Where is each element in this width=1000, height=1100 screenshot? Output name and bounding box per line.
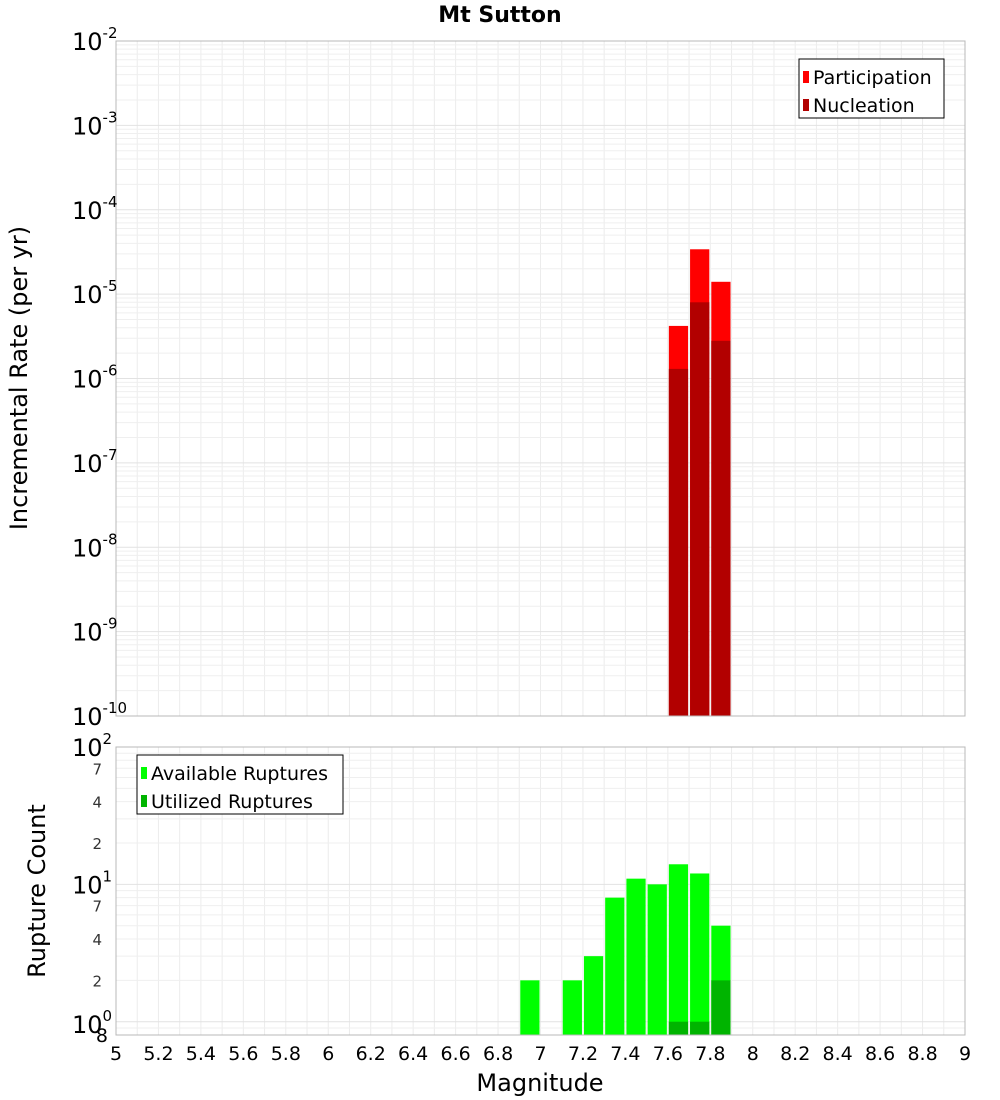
- x-tick-label: 7.2: [568, 1043, 598, 1065]
- x-tick-label: 6: [322, 1043, 334, 1065]
- top-y-axis-label: Incremental Rate (per yr): [5, 226, 33, 530]
- bottom-y-minor-tick-label: 2: [92, 972, 102, 990]
- top-legend-label: Participation: [813, 67, 932, 89]
- x-tick-label: 8.2: [780, 1043, 810, 1065]
- x-tick-label: 7: [534, 1043, 546, 1065]
- top-y-tick-label: 10-9: [72, 615, 118, 647]
- chart-title: Mt Sutton: [438, 3, 561, 28]
- x-tick-label: 7.4: [610, 1043, 640, 1065]
- top-y-tick-label: 10-5: [72, 277, 118, 309]
- top-bar-nucleation: [668, 368, 689, 716]
- top-y-tick-label: 10-6: [72, 362, 118, 394]
- bottom-bar-available-ruptures: [690, 873, 710, 1035]
- bottom-bar-available-ruptures: [562, 980, 582, 1035]
- bottom-legend-swatch: [141, 767, 147, 779]
- x-tick-label: 8.4: [823, 1043, 853, 1065]
- bottom-bar-utilized-ruptures: [668, 1021, 689, 1035]
- top-y-tick-label: 10-8: [72, 530, 118, 562]
- top-y-tick-label: 10-7: [72, 446, 118, 478]
- x-tick-label: 8.6: [865, 1043, 895, 1065]
- bottom-bar-available-ruptures: [647, 884, 667, 1035]
- bottom-legend-label: Available Ruptures: [151, 763, 328, 785]
- x-tick-label: 5.8: [271, 1043, 301, 1065]
- bottom-bar-utilized-ruptures: [690, 1021, 710, 1035]
- bottom-y-tick-label: 101: [72, 867, 112, 899]
- x-tick-label: 6.4: [398, 1043, 428, 1065]
- bottom-bar-available-ruptures: [583, 956, 604, 1035]
- top-legend-label: Nucleation: [813, 95, 915, 117]
- x-tick-label: 5.2: [143, 1043, 173, 1065]
- bottom-legend-swatch: [141, 795, 147, 807]
- x-tick-label: 6.2: [356, 1043, 386, 1065]
- top-y-tick-label: 10-3: [72, 108, 118, 140]
- bottom-bar-available-ruptures: [520, 980, 540, 1035]
- x-tick-label: 8.8: [907, 1043, 937, 1065]
- bottom-y-minor-tick-label: 7: [92, 898, 102, 916]
- bottom-y-axis-label: Rupture Count: [23, 804, 51, 978]
- x-tick-label: 7.6: [653, 1043, 683, 1065]
- x-tick-label: 6.8: [483, 1043, 513, 1065]
- top-y-tick-label: 10-10: [72, 699, 127, 731]
- top-panel: 10-2 10-3 10-4 10-5 10-6 10-7 10-8 10-9 10-10 Par…: [72, 24, 966, 731]
- x-tick-label: 5.4: [186, 1043, 216, 1065]
- top-y-tick-label: 10-4: [72, 193, 118, 225]
- bottom-y-tick-label: 100: [72, 1007, 112, 1039]
- bottom-y-minor-tick-label: 4: [92, 931, 102, 949]
- top-plot-frame: [115, 40, 966, 717]
- bottom-y-minor-tick-label: 7: [92, 760, 102, 778]
- bottom-legend-label: Utilized Ruptures: [151, 791, 313, 813]
- x-axis-label: Magnitude: [476, 1069, 603, 1097]
- top-y-tick-label: 10-2: [72, 24, 118, 56]
- x-tick-label: 7.8: [695, 1043, 725, 1065]
- top-bar-nucleation: [711, 340, 731, 716]
- top-legend-swatch: [803, 71, 809, 83]
- bottom-plot-frame: [115, 746, 966, 1036]
- bottom-y-tick-label: 102: [72, 730, 112, 762]
- bottom-legend-box: [136, 754, 344, 815]
- bottom-y-minor-tick-label: 2: [92, 835, 102, 853]
- bottom-bar-available-ruptures: [626, 878, 646, 1035]
- top-bar-nucleation: [690, 302, 710, 716]
- bottom-bar-available-ruptures: [668, 864, 689, 1035]
- bottom-bar-utilized-ruptures: [711, 980, 731, 1035]
- x-tick-label: 9: [959, 1043, 971, 1065]
- bottom-bar-available-ruptures: [605, 897, 625, 1035]
- x-tick-label: 6.6: [440, 1043, 470, 1065]
- x-tick-label: 8: [747, 1043, 759, 1065]
- top-legend-box: [798, 58, 945, 119]
- x-tick-label: 5.6: [228, 1043, 258, 1065]
- x-tick-label: 5: [110, 1043, 122, 1065]
- bottom-y-minor-tick-label: 8: [96, 1025, 108, 1047]
- bottom-y-minor-tick-label: 4: [92, 794, 102, 812]
- top-legend-swatch: [803, 99, 809, 111]
